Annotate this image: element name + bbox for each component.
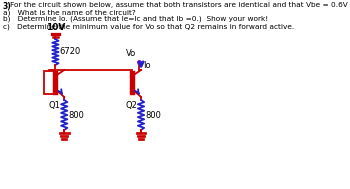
Text: Io: Io [143,61,150,70]
Text: Q1: Q1 [48,101,60,110]
Text: c)   Determine the minimum value for Vo so that Q2 remains in forward active.: c) Determine the minimum value for Vo so… [2,23,294,29]
Text: a)   What is the name of the circuit?: a) What is the name of the circuit? [2,9,135,15]
Text: For the circuit shown below, assume that both transistors are identical and that: For the circuit shown below, assume that… [10,2,350,8]
Text: Vo: Vo [126,49,136,58]
Text: Q2: Q2 [125,101,137,110]
Text: 800: 800 [69,111,84,119]
Text: 10V: 10V [46,23,65,32]
Text: 6720: 6720 [60,47,81,57]
Text: b)   Determine Io. (Assume that Ie=Ic and that Ib =0.)  Show your work!: b) Determine Io. (Assume that Ie=Ic and … [2,16,268,22]
Text: 800: 800 [146,111,161,119]
Text: 3): 3) [2,2,11,11]
